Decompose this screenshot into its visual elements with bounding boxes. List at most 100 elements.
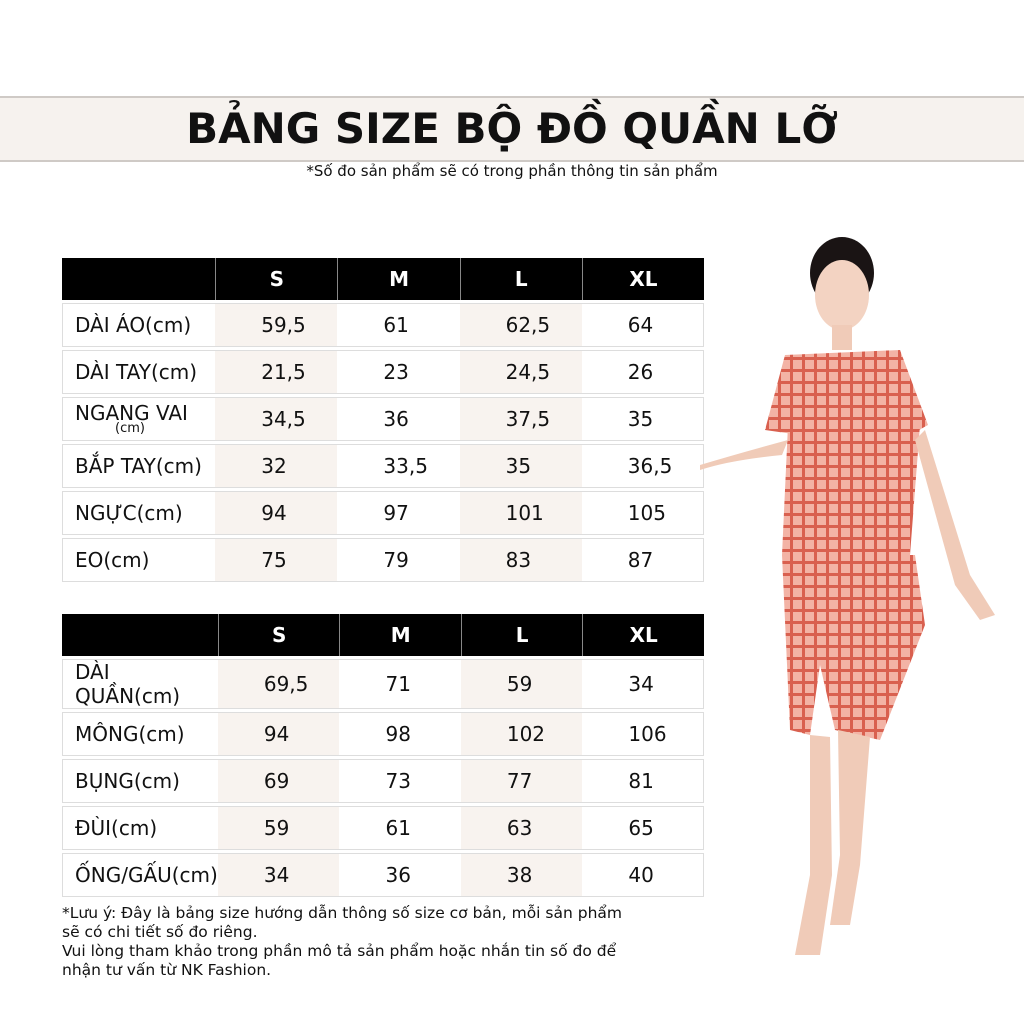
size-value-l: 83 <box>459 538 582 582</box>
row-label: NGANG VAI (cm) <box>62 397 216 441</box>
size-value-m: 23 <box>337 350 460 394</box>
row-label: BẮP TAY(cm) <box>62 444 216 488</box>
size-value-s: 34,5 <box>215 397 338 441</box>
row-label: MÔNG(cm) <box>62 712 218 756</box>
table-row: DÀI ÁO(cm) 59,5 61 62,5 64 <box>62 303 704 347</box>
row-label: NGỰC(cm) <box>62 491 216 535</box>
size-value-l: 102 <box>460 712 583 756</box>
size-value-l: 59 <box>460 659 583 709</box>
size-header-s: S <box>215 258 338 300</box>
note: *Lưu ý: Đây là bảng size hướng dẫn thông… <box>62 904 742 980</box>
size-value-s: 69,5 <box>217 659 340 709</box>
size-value-l: 24,5 <box>459 350 582 394</box>
size-value-s: 69 <box>217 759 340 803</box>
size-value-xl: 40 <box>582 853 704 897</box>
page-title: BẢNG SIZE BỘ ĐỒ QUẦN LỠ <box>186 104 838 153</box>
size-value-xl: 36,5 <box>581 444 704 488</box>
row-label-text: ĐÙI(cm) <box>75 816 158 840</box>
size-value-m: 71 <box>339 659 461 709</box>
size-value-m: 33,5 <box>337 444 460 488</box>
note-line: *Lưu ý: Đây là bảng size hướng dẫn thông… <box>62 904 622 922</box>
size-value-m: 36 <box>337 397 460 441</box>
row-label-text: DÀI TAY(cm) <box>75 360 198 384</box>
size-value-l: 63 <box>460 806 583 850</box>
size-value-xl: 81 <box>582 759 704 803</box>
size-header-xl: XL <box>581 258 704 300</box>
size-value-s: 21,5 <box>215 350 338 394</box>
row-label-text: BẮP TAY(cm) <box>75 454 202 478</box>
size-value-s: 75 <box>215 538 338 582</box>
size-header-xl: XL <box>582 614 704 656</box>
row-label-text: EO(cm) <box>75 548 150 572</box>
row-label-text: MÔNG(cm) <box>75 722 185 746</box>
size-header-m: M <box>337 258 460 300</box>
size-value-m: 36 <box>339 853 461 897</box>
row-label-text: NGỰC(cm) <box>75 501 183 525</box>
size-value-xl: 105 <box>581 491 704 535</box>
bottom-size-table: S M L XL DÀI QUẦN(cm) 69,5 71 59 34 MÔNG(cm) 94 98 1… <box>62 611 704 900</box>
row-label-text: DÀI QUẦN(cm) <box>75 660 181 708</box>
size-value-s: 32 <box>215 444 338 488</box>
size-value-l: 101 <box>459 491 582 535</box>
corner-cell <box>62 258 216 300</box>
table-row: EO(cm) 75 79 83 87 <box>62 538 704 582</box>
size-value-l: 38 <box>460 853 583 897</box>
title-band <box>0 96 1024 162</box>
size-value-m: 97 <box>337 491 460 535</box>
row-label: DÀI QUẦN(cm) <box>62 659 218 709</box>
table-row: BẮP TAY(cm) 32 33,5 35 36,5 <box>62 444 704 488</box>
row-label: ỐNG/GẤU(cm) <box>62 853 218 897</box>
size-value-m: 73 <box>339 759 461 803</box>
row-label: DÀI ÁO(cm) <box>62 303 216 347</box>
shorts <box>782 555 925 740</box>
size-value-l: 35 <box>459 444 582 488</box>
row-label: BỤNG(cm) <box>62 759 218 803</box>
size-value-xl: 65 <box>582 806 704 850</box>
size-value-l: 77 <box>460 759 583 803</box>
size-value-m: 98 <box>339 712 461 756</box>
top-size-table: S M L XL DÀI ÁO(cm) 59,5 61 62,5 64 DÀI TAY(cm) 21… <box>62 255 704 585</box>
size-header-m: M <box>339 614 461 656</box>
size-value-l: 37,5 <box>459 397 582 441</box>
size-value-m: 61 <box>337 303 460 347</box>
note-line: sẽ có chi tiết số đo riêng. <box>62 923 258 941</box>
model-photo <box>700 237 995 955</box>
size-header-s: S <box>217 614 340 656</box>
table-row: DÀI QUẦN(cm) 69,5 71 59 34 <box>62 659 704 709</box>
size-value-l: 62,5 <box>459 303 582 347</box>
table-row: DÀI TAY(cm) 21,5 23 24,5 26 <box>62 350 704 394</box>
size-value-s: 59 <box>217 806 340 850</box>
table-row: ỐNG/GẤU(cm) 34 36 38 40 <box>62 853 704 897</box>
size-value-xl: 87 <box>581 538 704 582</box>
size-value-m: 61 <box>339 806 461 850</box>
size-value-xl: 26 <box>581 350 704 394</box>
table-row: MÔNG(cm) 94 98 102 106 <box>62 712 704 756</box>
header-row: S M L XL <box>62 258 704 300</box>
size-header-l: L <box>460 614 583 656</box>
table-row: BỤNG(cm) 69 73 77 81 <box>62 759 704 803</box>
face <box>815 260 869 330</box>
table-row: ĐÙI(cm) 59 61 63 65 <box>62 806 704 850</box>
size-value-s: 34 <box>217 853 340 897</box>
size-value-xl: 34 <box>582 659 704 709</box>
row-label: DÀI TAY(cm) <box>62 350 216 394</box>
row-label-text: ỐNG/GẤU(cm) <box>75 863 218 887</box>
row-label: ĐÙI(cm) <box>62 806 218 850</box>
table-row: NGANG VAI (cm) 34,5 36 37,5 35 <box>62 397 704 441</box>
page-subtitle: *Số đo sản phẩm sẽ có trong phần thông t… <box>306 162 718 180</box>
size-value-xl: 35 <box>581 397 704 441</box>
shirt <box>782 350 920 555</box>
size-value-s: 94 <box>215 491 338 535</box>
size-value-s: 59,5 <box>215 303 338 347</box>
row-label-text: BỤNG(cm) <box>75 769 180 793</box>
size-value-xl: 106 <box>582 712 704 756</box>
row-label: EO(cm) <box>62 538 216 582</box>
note-line: Vui lòng tham khảo trong phần mô tả sản … <box>62 942 617 960</box>
corner-cell <box>62 614 218 656</box>
header-row: S M L XL <box>62 614 704 656</box>
size-value-s: 94 <box>217 712 340 756</box>
row-label-text: NGANG VAI <box>75 401 188 425</box>
row-sublabel: (cm) <box>115 421 145 436</box>
size-header-l: L <box>459 258 582 300</box>
size-value-m: 79 <box>337 538 460 582</box>
